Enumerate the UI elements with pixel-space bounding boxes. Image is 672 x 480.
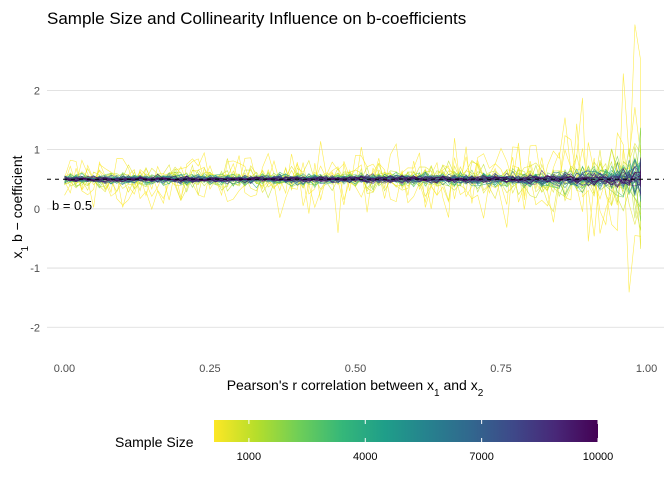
legend-tick-label: 1000: [237, 451, 261, 463]
legend-title: Sample Size: [115, 434, 194, 450]
legend-ticks: 1000 4000 7000 10000: [237, 420, 614, 463]
reference-line-label: b = 0.5: [52, 198, 92, 213]
series-line: [64, 154, 642, 249]
legend-colorbar: [214, 420, 598, 442]
series-line: [64, 132, 642, 293]
chart-title: Sample Size and Collinearity Influence o…: [47, 9, 466, 28]
y-axis: -2 -1 0 1 2: [30, 85, 40, 334]
x-tick-label: 0.75: [490, 363, 511, 375]
grid: [47, 90, 664, 328]
y-tick-label: 1: [34, 145, 40, 157]
legend-tick-label: 10000: [583, 451, 614, 463]
x-axis: 0.00 0.25 0.50 0.75 1.00: [54, 363, 657, 375]
legend-tick-label: 4000: [353, 451, 377, 463]
y-tick-label: 2: [34, 85, 40, 97]
x-tick-label: 1.00: [636, 363, 657, 375]
reference-line-group: b = 0.5: [47, 178, 664, 213]
y-axis-title: x1 b − coefficient: [9, 155, 31, 258]
series-line: [64, 169, 642, 185]
x-tick-label: 0.00: [54, 363, 75, 375]
series-line: [64, 24, 642, 242]
x-axis-title: Pearson's r correlation between x1 and x…: [227, 377, 484, 399]
legend-tick-label: 7000: [469, 451, 493, 463]
series-line: [64, 73, 642, 237]
y-tick-label: -1: [30, 263, 40, 275]
series-lines: [64, 24, 642, 293]
series-line: [64, 157, 642, 187]
x-tick-label: 0.25: [199, 363, 220, 375]
legend: Sample Size 1000 4000 7000 10000: [115, 420, 613, 463]
y-tick-label: 0: [34, 204, 40, 216]
y-tick-label: -2: [30, 322, 40, 334]
x-tick-label: 0.50: [345, 363, 366, 375]
series-line: [64, 173, 642, 187]
